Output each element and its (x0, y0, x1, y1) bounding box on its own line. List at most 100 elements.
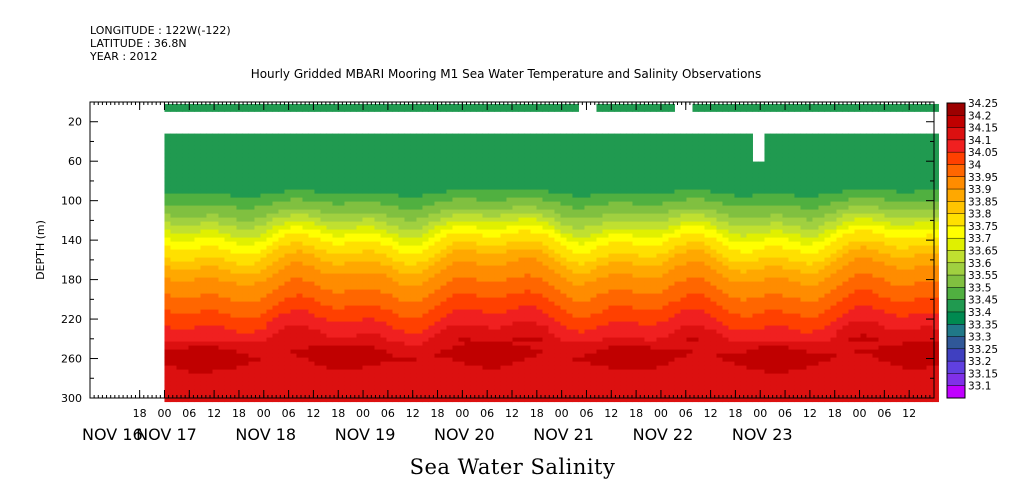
heatmap-cell (206, 141, 213, 147)
heatmap-cell (170, 233, 177, 239)
heatmap-cell (386, 261, 393, 267)
heatmap-cell (368, 353, 375, 359)
heatmap-cell (266, 281, 273, 287)
heatmap-cell (326, 293, 333, 299)
heatmap-cell (440, 297, 447, 303)
heatmap-cell (548, 233, 555, 239)
heatmap-cell (386, 349, 393, 355)
heatmap-cell (446, 177, 453, 183)
heatmap-cell (578, 217, 585, 223)
heatmap-cell (440, 209, 447, 215)
heatmap-cell (590, 261, 597, 267)
heatmap-cell (470, 321, 477, 327)
heatmap-cell (536, 185, 543, 191)
heatmap-cell (470, 297, 477, 303)
heatmap-cell (206, 281, 213, 287)
heatmap-cell (332, 233, 339, 239)
heatmap-cell (242, 229, 249, 235)
heatmap-cell (536, 257, 543, 263)
heatmap-cell (590, 329, 597, 335)
heatmap-cell (308, 233, 315, 239)
heatmap-cell (512, 357, 519, 363)
heatmap-cell (404, 357, 411, 363)
heatmap-cell (248, 241, 255, 247)
heatmap-cell (206, 277, 213, 283)
heatmap-cell (368, 369, 375, 375)
heatmap-cell (416, 213, 423, 219)
heatmap-cell (362, 209, 369, 215)
heatmap-cell (242, 333, 249, 339)
heatmap-cell (308, 103, 315, 112)
heatmap-cell (380, 381, 387, 387)
heatmap-cell (254, 137, 261, 143)
heatmap-cell (518, 181, 525, 187)
heatmap-cell (548, 245, 555, 251)
heatmap-cell (416, 165, 423, 171)
heatmap-cell (386, 189, 393, 195)
heatmap-cell (488, 377, 495, 383)
heatmap-cell (284, 281, 291, 287)
heatmap-cell (278, 253, 285, 259)
heatmap-cell (206, 381, 213, 387)
heatmap-cell (524, 357, 531, 363)
heatmap-cell (254, 273, 261, 279)
heatmap-cell (398, 329, 405, 335)
heatmap-cell (506, 385, 513, 391)
heatmap-cell (344, 169, 351, 175)
heatmap-cell (302, 205, 309, 211)
heatmap-cell (164, 285, 171, 291)
heatmap-cell (320, 337, 327, 343)
heatmap-cell (488, 293, 495, 299)
heatmap-cell (266, 185, 273, 191)
heatmap-cell (206, 301, 213, 307)
heatmap-cell (338, 373, 345, 379)
heatmap-cell (362, 137, 369, 143)
heatmap-cell (260, 153, 267, 159)
heatmap-cell (206, 161, 213, 167)
heatmap-cell (554, 349, 561, 355)
heatmap-cell (878, 103, 885, 112)
heatmap-cell (278, 289, 285, 295)
heatmap-cell (536, 229, 543, 235)
heatmap-cell (326, 297, 333, 303)
heatmap-cell (392, 285, 399, 291)
heatmap-cell (578, 329, 585, 335)
heatmap-cell (392, 213, 399, 219)
heatmap-cell (458, 213, 465, 219)
heatmap-cell (548, 321, 555, 327)
heatmap-cell (368, 237, 375, 243)
heatmap-cell (332, 257, 339, 263)
heatmap-cell (266, 269, 273, 275)
heatmap-cell (356, 297, 363, 303)
heatmap-cell (464, 301, 471, 307)
heatmap-cell (320, 157, 327, 163)
heatmap-cell (524, 193, 531, 199)
heatmap-cell (560, 225, 567, 231)
heatmap-cell (194, 341, 201, 347)
heatmap-cell (164, 289, 171, 295)
heatmap-cell (500, 297, 507, 303)
heatmap-cell (398, 141, 405, 147)
heatmap-cell (176, 103, 183, 112)
heatmap-cell (308, 249, 315, 255)
heatmap-cell (536, 173, 543, 179)
heatmap-cell (584, 305, 591, 311)
heatmap-cell (428, 253, 435, 259)
heatmap-cell (284, 189, 291, 195)
heatmap-cell (542, 373, 549, 379)
heatmap-cell (284, 169, 291, 175)
heatmap-cell (494, 141, 501, 147)
heatmap-cell (314, 141, 321, 147)
heatmap-cell (578, 241, 585, 247)
heatmap-cell (242, 285, 249, 291)
heatmap-cell (584, 377, 591, 383)
heatmap-cell (410, 197, 417, 203)
heatmap-cell (512, 157, 519, 163)
heatmap-cell (176, 261, 183, 267)
heatmap-cell (530, 353, 537, 359)
heatmap-cell (236, 221, 243, 227)
heatmap-cell (362, 241, 369, 247)
heatmap-cell (284, 153, 291, 159)
heatmap-cell (164, 389, 171, 395)
heatmap-cell (284, 221, 291, 227)
